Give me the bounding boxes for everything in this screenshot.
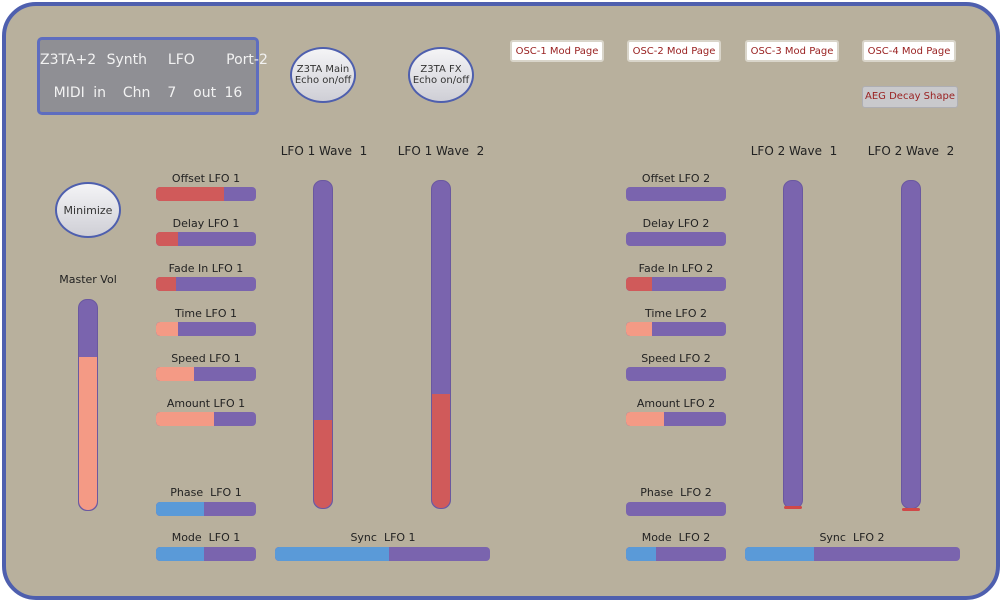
phase-lfo2-slider[interactable] — [626, 502, 726, 516]
display-line-2: MIDI in Chn 7 out 16 — [53, 85, 243, 101]
fade-in-lfo1-label: Fade In LFO 1 — [168, 262, 244, 275]
time-lfo2-slider[interactable] — [626, 322, 726, 336]
amount-lfo2-slider[interactable] — [626, 412, 726, 426]
phase-lfo1-slider[interactable] — [156, 502, 256, 516]
time-lfo1-slider[interactable] — [156, 322, 256, 336]
offset-lfo2-label: Offset LFO 2 — [641, 172, 711, 185]
amount-lfo2-label: Amount LFO 2 — [636, 397, 716, 410]
mode-lfo2-label: Mode LFO 2 — [641, 531, 711, 544]
speed-lfo1-slider[interactable] — [156, 367, 256, 381]
osc4-mod-page-button[interactable]: OSC-4 Mod Page — [862, 40, 956, 62]
delay-lfo1-label: Delay LFO 1 — [172, 217, 240, 230]
slider-fill — [745, 547, 814, 561]
aeg-decay-shape-button[interactable]: AEG Decay Shape — [862, 86, 958, 108]
time-lfo1-label: Time LFO 1 — [174, 307, 238, 320]
slider-fill — [626, 277, 652, 291]
lfo2-wave1-slider[interactable] — [783, 180, 803, 509]
slider-fill — [156, 502, 204, 516]
slider-fill — [156, 187, 224, 201]
mode-lfo1-slider[interactable] — [156, 547, 256, 561]
speed-lfo2-slider[interactable] — [626, 367, 726, 381]
time-lfo2-label: Time LFO 2 — [644, 307, 708, 320]
mode-lfo2-slider[interactable] — [626, 547, 726, 561]
lfo2-wave1-label: LFO 2 Wave 1 — [750, 144, 838, 158]
osc2-mod-page-button[interactable]: OSC-2 Mod Page — [627, 40, 721, 62]
osc1-mod-page-button[interactable]: OSC-1 Mod Page — [510, 40, 604, 62]
sync-lfo1-label: Sync LFO 1 — [350, 531, 416, 544]
mode-lfo1-label: Mode LFO 1 — [171, 531, 241, 544]
amount-lfo1-slider[interactable] — [156, 412, 256, 426]
lfo1-wave2-label: LFO 1 Wave 2 — [397, 144, 485, 158]
main-echo-label-2: Echo on/off — [294, 75, 352, 86]
delay-lfo2-slider[interactable] — [626, 232, 726, 246]
fade-in-lfo1-slider[interactable] — [156, 277, 256, 291]
main-echo-button[interactable]: Z3TA Main Echo on/off — [290, 47, 356, 103]
slider-fill — [626, 322, 652, 336]
slider-fill — [156, 547, 204, 561]
offset-lfo1-slider[interactable] — [156, 187, 256, 201]
amount-lfo1-label: Amount LFO 1 — [166, 397, 246, 410]
slider-fill — [626, 412, 664, 426]
lfo1-wave2-slider[interactable] — [431, 180, 451, 509]
slider-fill — [314, 419, 332, 508]
delay-lfo2-label: Delay LFO 2 — [642, 217, 710, 230]
offset-lfo2-slider[interactable] — [626, 187, 726, 201]
fx-echo-button[interactable]: Z3TA FX Echo on/off — [408, 47, 474, 103]
minimize-button[interactable]: Minimize — [55, 182, 121, 238]
lfo2-wave2-indicator — [902, 508, 920, 511]
slider-fill — [275, 547, 389, 561]
lfo2-wave2-slider[interactable] — [901, 180, 921, 509]
slider-fill — [156, 277, 176, 291]
fx-echo-label-2: Echo on/off — [412, 75, 470, 86]
lfo2-wave1-indicator — [784, 506, 802, 509]
sync-lfo2-slider[interactable] — [745, 547, 960, 561]
fade-in-lfo2-slider[interactable] — [626, 277, 726, 291]
slider-fill — [79, 356, 97, 510]
slider-fill — [156, 232, 178, 246]
slider-fill — [156, 322, 178, 336]
slider-fill — [432, 393, 450, 508]
master-vol-label: Master Vol — [59, 273, 117, 286]
slider-fill — [156, 412, 214, 426]
fade-in-lfo2-label: Fade In LFO 2 — [638, 262, 714, 275]
slider-fill — [626, 547, 656, 561]
speed-lfo1-label: Speed LFO 1 — [171, 352, 241, 365]
fx-echo-label-1: Z3TA FX — [420, 64, 462, 75]
display-line-1: Z3TA+2 Synth LFO Port-2 — [40, 52, 268, 68]
master-vol-slider[interactable] — [78, 299, 98, 511]
lfo1-wave1-slider[interactable] — [313, 180, 333, 509]
sync-lfo2-label: Sync LFO 2 — [819, 531, 885, 544]
phase-lfo1-label: Phase LFO 1 — [170, 486, 242, 499]
delay-lfo1-slider[interactable] — [156, 232, 256, 246]
lfo2-wave2-label: LFO 2 Wave 2 — [867, 144, 955, 158]
speed-lfo2-label: Speed LFO 2 — [641, 352, 711, 365]
offset-lfo1-label: Offset LFO 1 — [171, 172, 241, 185]
lfo1-wave1-label: LFO 1 Wave 1 — [280, 144, 368, 158]
lcd-display: Z3TA+2 Synth LFO Port-2 MIDI in Chn 7 ou… — [37, 37, 268, 115]
sync-lfo1-slider[interactable] — [275, 547, 490, 561]
main-echo-label-1: Z3TA Main — [296, 64, 350, 75]
phase-lfo2-label: Phase LFO 2 — [640, 486, 712, 499]
osc3-mod-page-button[interactable]: OSC-3 Mod Page — [745, 40, 839, 62]
slider-fill — [156, 367, 194, 381]
